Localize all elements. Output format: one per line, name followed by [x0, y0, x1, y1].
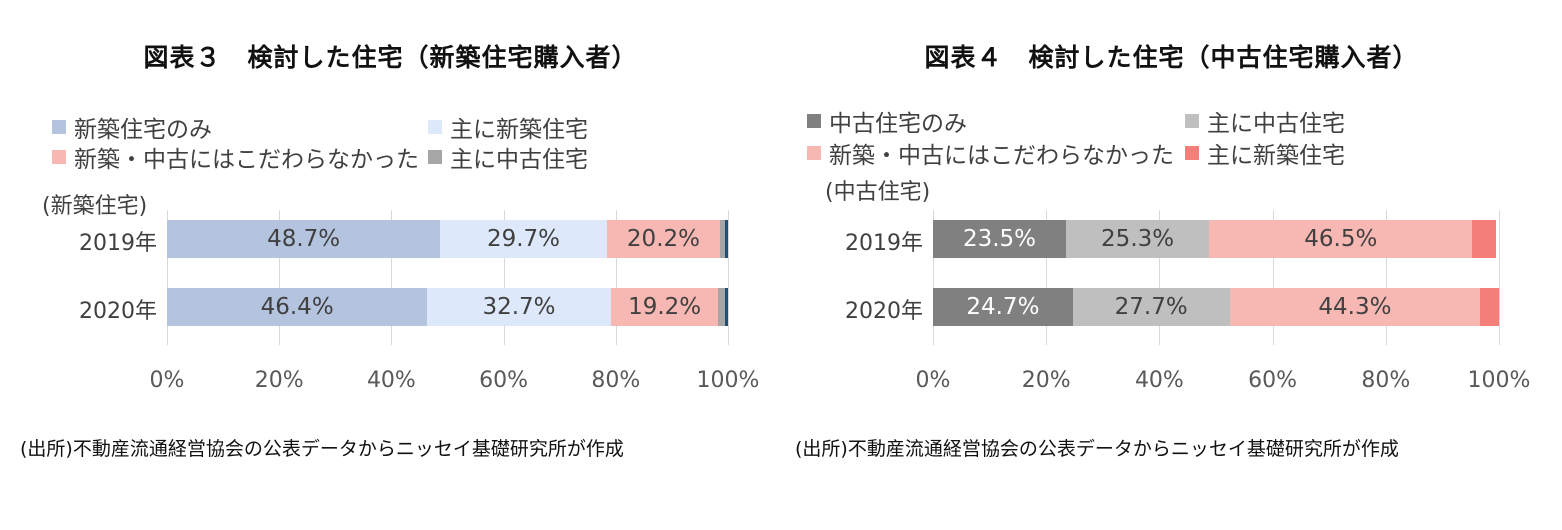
data-label: 44.3% — [1318, 294, 1392, 320]
gridline — [167, 210, 168, 345]
bar-segment: 24.7% — [933, 288, 1073, 326]
group-label: (中古住宅) — [825, 180, 931, 205]
x-tick-label: 60% — [479, 368, 529, 393]
x-tick-label: 100% — [1467, 368, 1531, 393]
bar-segment: 27.7% — [1072, 288, 1230, 326]
data-label: 32.7% — [482, 294, 556, 320]
legend-item: 中古住宅のみ — [807, 104, 967, 138]
chart-title: 図表４ 検討した住宅（中古住宅購入者） — [924, 43, 1419, 72]
bar-segment — [1472, 220, 1497, 258]
data-label: 23.5% — [962, 226, 1037, 252]
legend-item: 主に中古住宅 — [428, 140, 588, 174]
x-tick-label: 40% — [1134, 368, 1184, 393]
legend-item: 新築・中古にはこだわらなかった — [52, 140, 419, 174]
legend-swatch — [52, 150, 66, 164]
legend-swatch — [428, 150, 442, 164]
legend-item: 主に新築住宅 — [428, 110, 588, 144]
category-label: 2019年 — [79, 231, 157, 256]
data-label: 25.3% — [1101, 226, 1175, 252]
data-label: 48.7% — [267, 226, 341, 252]
category-label: 2020年 — [79, 299, 157, 324]
legend-item: 主に中古住宅 — [1185, 104, 1345, 138]
legend-label: 主に新築住宅 — [450, 117, 588, 143]
bar-segment — [725, 220, 728, 258]
bar-segment: 25.3% — [1066, 220, 1210, 258]
bar-segment — [725, 288, 728, 326]
bar-segment: 29.7% — [440, 220, 607, 258]
chart-title: 図表３ 検討した住宅（新築住宅購入者） — [143, 43, 638, 72]
gridline — [279, 210, 281, 345]
x-tick-label: 40% — [366, 368, 416, 393]
bar-segment: 46.4% — [167, 288, 428, 326]
x-tick-label: 100% — [696, 368, 760, 393]
legend-label: 主に中古住宅 — [1207, 111, 1345, 137]
category-label: 2019年 — [845, 231, 923, 256]
legend-item: 主に新築住宅 — [1185, 136, 1345, 170]
bar-segment: 46.5% — [1209, 220, 1473, 258]
legend-label: 主に新築住宅 — [1207, 143, 1345, 169]
data-label: 29.7% — [486, 226, 561, 252]
x-tick-label: 20% — [1021, 368, 1071, 393]
x-tick-label: 80% — [1361, 368, 1411, 393]
bar-segment: 19.2% — [610, 288, 719, 326]
legend-label: 新築住宅のみ — [74, 117, 212, 143]
bar-segment: 48.7% — [167, 220, 441, 258]
source-note: (出所)不動産流通経営協会の公表データからニッセイ基礎研究所が作成 — [20, 438, 624, 460]
gridline — [1385, 210, 1387, 345]
legend-item: 新築・中古にはこだわらなかった — [807, 136, 1174, 170]
gridline — [503, 210, 505, 345]
legend-swatch — [1185, 146, 1199, 160]
legend-swatch — [52, 120, 66, 134]
x-tick-label: 80% — [591, 368, 641, 393]
chart-panel-4: 図表４ 検討した住宅（中古住宅購入者） 中古住宅のみ 主に中古住宅 新築・中古に… — [781, 0, 1562, 530]
legend-label: 新築・中古にはこだわらなかった — [829, 143, 1174, 169]
data-label: 19.2% — [628, 294, 702, 320]
x-tick-label: 60% — [1248, 368, 1298, 393]
gridline — [615, 210, 617, 345]
legend-swatch — [807, 114, 821, 128]
data-label: 20.2% — [626, 226, 700, 252]
data-label: 46.4% — [260, 294, 334, 320]
gridline — [1272, 210, 1274, 345]
bar-segment — [720, 220, 726, 258]
gridline — [1499, 210, 1500, 345]
gridline — [728, 210, 729, 345]
legend-item: 新築住宅のみ — [52, 110, 212, 144]
legend-swatch — [807, 146, 821, 160]
group-label: (新築住宅) — [42, 194, 148, 219]
category-label: 2020年 — [845, 299, 923, 324]
data-label: 27.7% — [1114, 294, 1188, 320]
legend-label: 中古住宅のみ — [829, 111, 967, 137]
x-tick-label: 20% — [254, 368, 304, 393]
bar-segment — [718, 288, 726, 326]
x-tick-label: 0% — [915, 368, 951, 393]
bar-segment: 23.5% — [933, 220, 1066, 258]
bar-segment: 20.2% — [606, 220, 721, 258]
legend-swatch — [1185, 114, 1199, 128]
legend-label: 新築・中古にはこだわらなかった — [74, 147, 419, 173]
bar-segment — [1480, 288, 1499, 326]
source-note: (出所)不動産流通経営協会の公表データからニッセイ基礎研究所が作成 — [795, 438, 1399, 460]
gridline — [1159, 210, 1161, 345]
bar-segment: 44.3% — [1229, 288, 1481, 326]
x-tick-label: 0% — [149, 368, 185, 393]
data-label: 24.7% — [966, 294, 1040, 320]
gridline — [933, 210, 934, 345]
chart-panel-3: 図表３ 検討した住宅（新築住宅購入者） 新築住宅のみ 主に新築住宅 新築・中古に… — [20, 43, 760, 460]
gridline — [391, 210, 393, 345]
legend-label: 主に中古住宅 — [450, 147, 588, 173]
legend-swatch — [428, 120, 442, 134]
bar-segment: 32.7% — [427, 288, 611, 326]
data-label: 46.5% — [1304, 226, 1378, 252]
gridline — [1046, 210, 1048, 345]
